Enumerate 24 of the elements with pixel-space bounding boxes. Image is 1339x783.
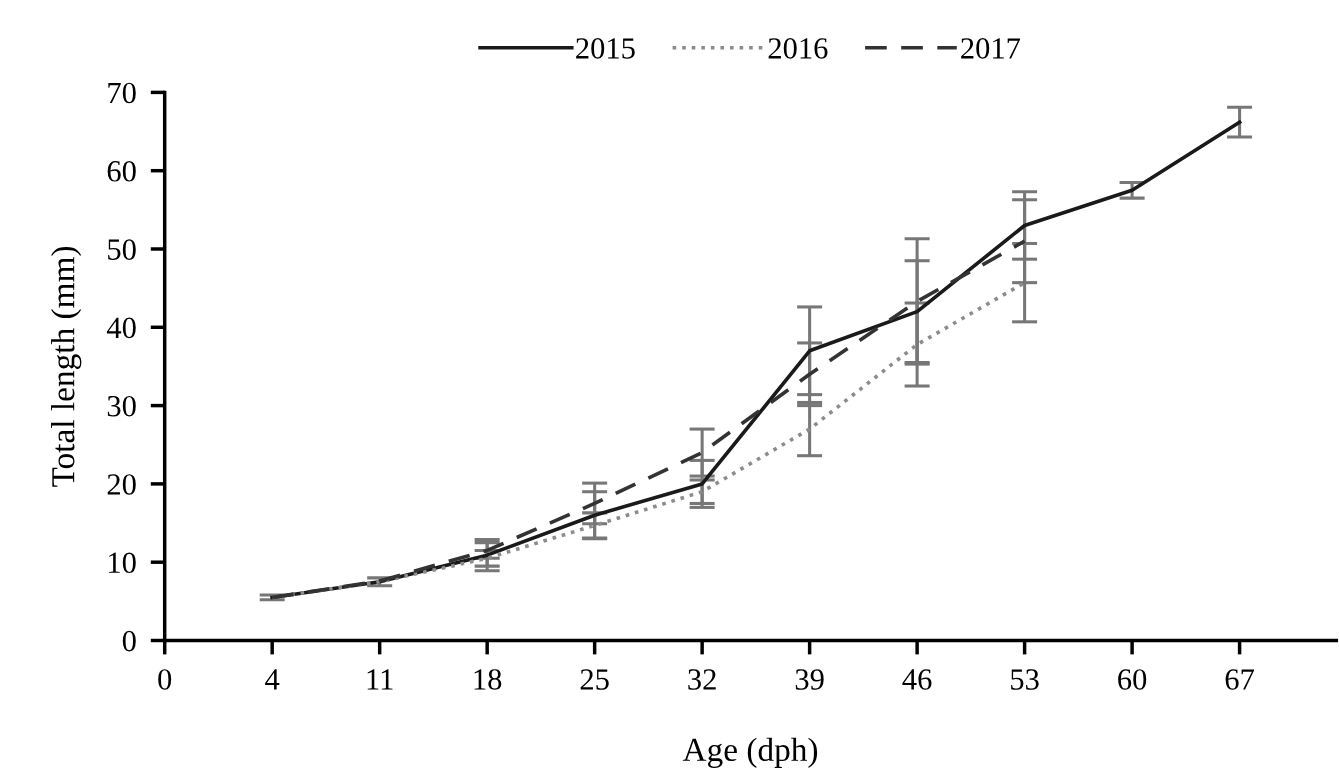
y-tick-label: 0 <box>122 630 136 652</box>
x-tick-label: 53 <box>1011 669 1039 690</box>
y-tick-label: 50 <box>108 239 136 260</box>
legend-label: 2016 <box>768 38 828 59</box>
legend-label: 2017 <box>961 38 1021 59</box>
y-tick-label: 60 <box>107 160 136 182</box>
y-tick-label: 20 <box>107 474 136 495</box>
x-tick-label: 67 <box>1225 669 1254 690</box>
y-tick-label: 40 <box>106 317 136 339</box>
x-tick-label: 0 <box>158 669 172 690</box>
x-tick-label: 60 <box>1118 669 1147 690</box>
x-tick-label: 39 <box>795 669 824 690</box>
x-axis-title: Age (dph) <box>682 737 818 768</box>
y-tick-label: 70 <box>108 82 136 104</box>
y-axis-title: Total length (mm) <box>51 246 82 487</box>
x-tick-label: 18 <box>474 669 502 690</box>
y-tick-label: 10 <box>109 552 136 574</box>
x-tick-label: 46 <box>902 669 932 690</box>
x-tick-label: 32 <box>688 669 716 690</box>
x-tick-label: 4 <box>265 669 280 690</box>
legend-label: 2015 <box>576 38 635 59</box>
y-tick-label: 30 <box>107 395 136 417</box>
x-tick-label: 11 <box>367 669 393 690</box>
x-tick-label: 25 <box>580 669 609 690</box>
